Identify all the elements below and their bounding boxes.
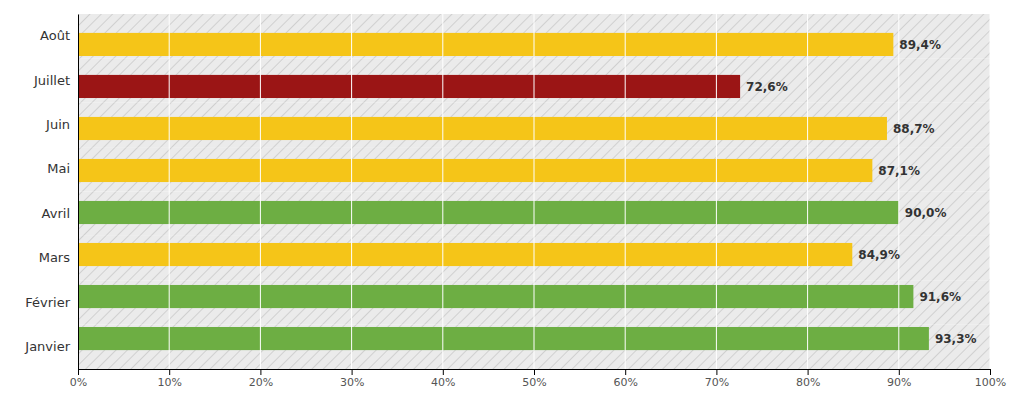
grid-line (169, 14, 170, 369)
tick: 60% (613, 369, 637, 389)
tick-mark (990, 369, 991, 375)
tick: 50% (522, 369, 546, 389)
data-label: 90,0% (905, 206, 947, 220)
data-label: 72,6% (746, 80, 788, 94)
grid-line (351, 14, 352, 369)
bar (78, 33, 893, 56)
grid-line (78, 14, 79, 369)
tick: Janvier (24, 339, 70, 354)
tick: Juin (45, 117, 70, 132)
tick-mark (534, 369, 535, 375)
tick-label: Mai (47, 161, 70, 176)
tick: 70% (705, 369, 729, 389)
plot: 0% 10% 20% 30% 40% 50% 60% 70% 80% 90% 100% Août Jui… (24, 14, 1006, 389)
grid-line (260, 14, 261, 369)
tick-label: Juin (45, 117, 70, 132)
tick: Mai (47, 161, 70, 176)
bar (78, 117, 887, 140)
data-label: 93,3% (935, 332, 977, 346)
tick-mark (169, 369, 170, 375)
category-axis: Août Juillet Juin Mai Avril Mars Février Janvie… (24, 15, 78, 370)
marks (78, 14, 990, 369)
tick-label: Janvier (24, 339, 70, 354)
tick: Mars (39, 250, 71, 265)
tick: 100% (975, 369, 1006, 389)
tick-mark (260, 369, 261, 375)
grid-line (625, 14, 626, 369)
tick-label: 10% (157, 376, 181, 389)
tick: Avril (42, 206, 70, 221)
bar (78, 75, 740, 98)
bar (78, 285, 913, 308)
tick: 0% (70, 369, 87, 389)
bar (78, 243, 852, 266)
tick: Juillet (33, 73, 70, 88)
data-label: 89,4% (899, 38, 941, 52)
tick-label: 100% (975, 376, 1006, 389)
tick: Août (40, 28, 70, 43)
bar (78, 201, 899, 224)
axis-line (78, 15, 79, 370)
tick: 20% (249, 369, 273, 389)
tick: 80% (796, 369, 820, 389)
tick-mark (352, 369, 353, 375)
tick-label: 80% (796, 376, 820, 389)
axis-line (79, 370, 991, 376)
grid-line (442, 14, 443, 369)
tick: 10% (157, 369, 181, 389)
data-label: 88,7% (893, 122, 935, 136)
tick-label: Avril (42, 206, 70, 221)
grid-line (898, 14, 899, 369)
bar (78, 159, 872, 182)
data-label: 84,9% (858, 248, 900, 262)
tick-label: 0% (70, 376, 87, 389)
tick-label: Février (25, 295, 70, 310)
grid-line (807, 14, 808, 369)
tick: Février (25, 295, 70, 310)
chart: 0% 10% 20% 30% 40% 50% 60% 70% 80% 90% 100% Août Jui… (0, 0, 1024, 401)
tick-mark (899, 369, 900, 375)
data-label: 87,1% (878, 164, 920, 178)
tick-label: 60% (613, 376, 637, 389)
tick-mark (716, 369, 717, 375)
tick-label: 30% (340, 376, 364, 389)
tick-label: 40% (431, 376, 455, 389)
tick-label: 50% (522, 376, 546, 389)
bar (78, 327, 929, 350)
data-labels: 89,4% 72,6% 88,7% 87,1% 90,0% 84,9% 91,6% 93,3% (746, 38, 976, 346)
grid (78, 14, 990, 369)
tick-label: Août (40, 28, 70, 43)
grid-line (990, 14, 991, 369)
tick-label: Juillet (33, 73, 70, 88)
data-label: 91,6% (919, 290, 961, 304)
tick-label: 70% (705, 376, 729, 389)
grid-line (716, 14, 717, 369)
tick-label: 20% (249, 376, 273, 389)
grid-line (534, 14, 535, 369)
tick-mark (443, 369, 444, 375)
tick: 40% (431, 369, 455, 389)
tick-mark (808, 369, 809, 375)
tick-label: Mars (39, 250, 71, 265)
tick-mark (78, 369, 79, 375)
value-axis: 0% 10% 20% 30% 40% 50% 60% 70% 80% 90% 100% (70, 369, 1006, 389)
tick: 30% (340, 369, 364, 389)
tick-label: 90% (887, 376, 911, 389)
tick-mark (625, 369, 626, 375)
tick: 90% (887, 369, 911, 389)
